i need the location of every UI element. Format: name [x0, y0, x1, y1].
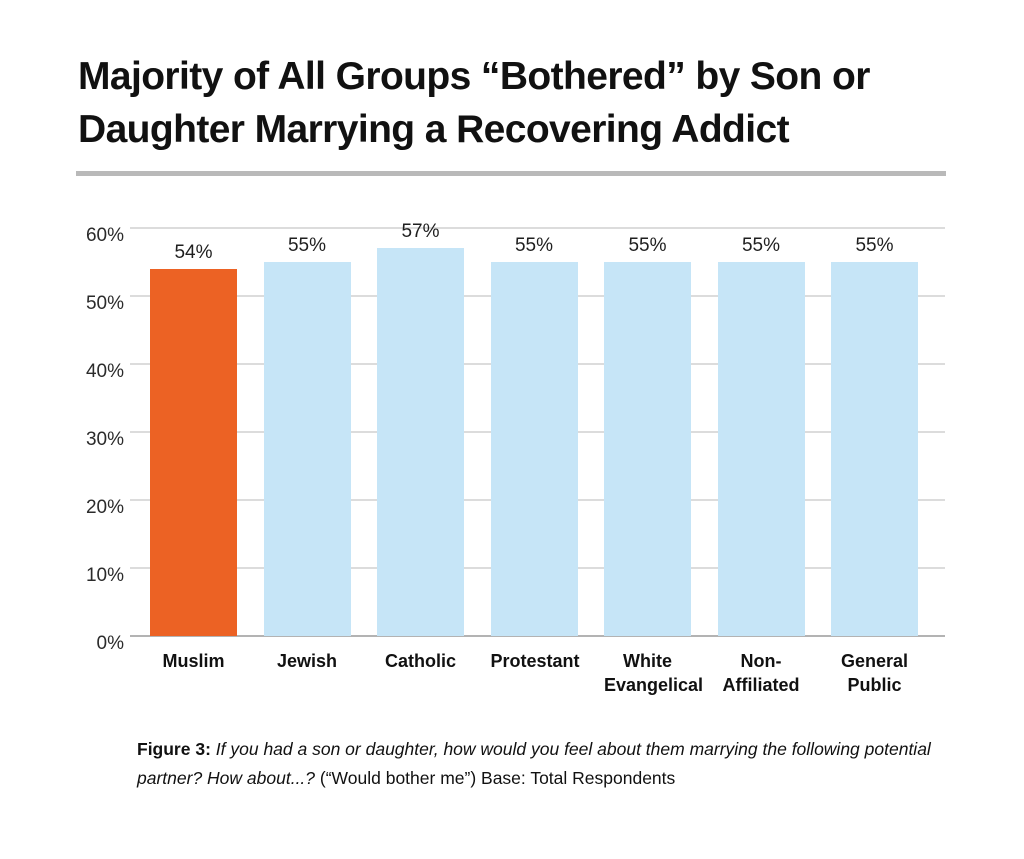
- y-tick-30%: 30%: [85, 429, 124, 450]
- y-tick-40%: 40%: [85, 361, 124, 382]
- bar-value-label: 55%: [741, 235, 781, 256]
- bar-value-label: 55%: [628, 235, 667, 256]
- bar-value-label: 55%: [287, 235, 327, 256]
- x-label-4: Protestant: [490, 651, 580, 671]
- x-label-1: Muslim: [162, 651, 225, 671]
- x-label-3: Catholic: [384, 651, 456, 671]
- title-divider: [76, 171, 946, 176]
- bar-slot-3: 57%: [377, 221, 464, 636]
- bar-slot-4: 55%: [490, 235, 578, 636]
- bar-value-label: 57%: [401, 221, 440, 243]
- bar-slot-6: 55%: [717, 235, 805, 636]
- x-label-5: White Evangelical: [604, 651, 704, 695]
- bar-jewish: [263, 262, 351, 636]
- bar-slot-5: 55%: [604, 235, 691, 636]
- bar-value-label: 55%: [514, 235, 554, 256]
- chart-title: Majority of All Groups “Bothered” by Son…: [78, 55, 870, 151]
- gridline-60%: [130, 227, 945, 229]
- caption-question: If you had a son or daughter, how would …: [137, 739, 931, 788]
- figure-caption: Figure 3: If you had a son or daughter, …: [137, 735, 937, 793]
- x-label-7: General Public: [840, 651, 909, 695]
- y-tick-0%: 0%: [96, 633, 124, 654]
- bar-slot-7: 55%: [831, 235, 918, 636]
- x-label-2: Jewish: [276, 651, 338, 671]
- y-axis: 60% 50% 40% 30% 20% 10% 0%: [38, 225, 124, 654]
- bars-container: 54% 55% 57% 55% 55% 55% 55%: [130, 221, 945, 636]
- bar-slot-2: 55%: [263, 235, 351, 636]
- plot-area: 54% 55% 57% 55% 55% 55% 55%: [130, 221, 945, 637]
- bar-value-label: 55%: [855, 235, 894, 256]
- x-axis-labels: Muslim Jewish Catholic Protestant White Evan…: [130, 649, 945, 697]
- y-tick-50%: 50%: [85, 293, 124, 314]
- bar-white: [604, 262, 691, 636]
- x-label-6: Non- Affiliated: [722, 651, 800, 695]
- bar-muslim: [150, 268, 237, 636]
- bar-non-: [717, 262, 805, 636]
- y-tick-10%: 10%: [85, 565, 124, 586]
- bar-value-label: 54%: [174, 241, 213, 263]
- caption-tail: (“Would bother me”) Base: Total Responde…: [319, 768, 676, 788]
- bar-general: [831, 262, 918, 636]
- bar-slot-1: 54%: [150, 242, 237, 636]
- bar-protestant: [490, 262, 578, 636]
- y-tick-60%: 60%: [85, 225, 124, 246]
- caption-prefix: Figure 3:: [137, 739, 211, 759]
- y-tick-20%: 20%: [85, 497, 124, 518]
- bar-catholic: [377, 248, 464, 636]
- gridline-0%: [130, 635, 945, 637]
